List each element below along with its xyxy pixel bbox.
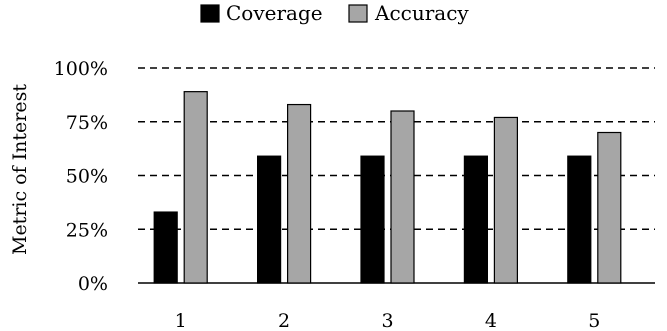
bar-coverage-4 xyxy=(463,155,488,284)
bar-accuracy-2 xyxy=(287,103,312,284)
legend-label-accuracy: Accuracy xyxy=(374,1,469,25)
bar-coverage-3 xyxy=(360,155,385,284)
bar-coverage-2 xyxy=(257,155,282,284)
y-tick-label: 0% xyxy=(78,273,108,295)
x-tick-labels: 1 2 3 4 5 xyxy=(175,310,601,331)
legend-swatch-coverage xyxy=(200,4,220,23)
x-tick-label: 1 xyxy=(175,310,187,331)
legend-label-coverage: Coverage xyxy=(226,1,323,25)
bar-accuracy-5 xyxy=(597,131,622,284)
x-tick-label: 4 xyxy=(485,310,497,331)
x-tick-label: 5 xyxy=(588,310,600,331)
bar-accuracy-3 xyxy=(390,110,415,284)
legend: Coverage Accuracy xyxy=(200,1,469,25)
y-tick-label: 50% xyxy=(66,166,108,188)
x-tick-label: 3 xyxy=(381,310,393,331)
y-tick-label: 100% xyxy=(54,58,108,80)
bar-accuracy-4 xyxy=(493,116,518,284)
bar-coverage-1 xyxy=(153,211,178,284)
y-tick-labels: 0% 25% 50% 75% 100% xyxy=(54,58,108,295)
bars xyxy=(153,91,622,284)
x-tick-label: 2 xyxy=(278,310,290,331)
y-tick-label: 75% xyxy=(66,112,108,134)
y-tick-label: 25% xyxy=(66,219,108,241)
bar-accuracy-1 xyxy=(183,91,208,284)
bar-coverage-5 xyxy=(567,155,592,284)
legend-swatch-accuracy xyxy=(348,4,368,23)
y-axis-title: Metric of Interest xyxy=(9,84,31,255)
